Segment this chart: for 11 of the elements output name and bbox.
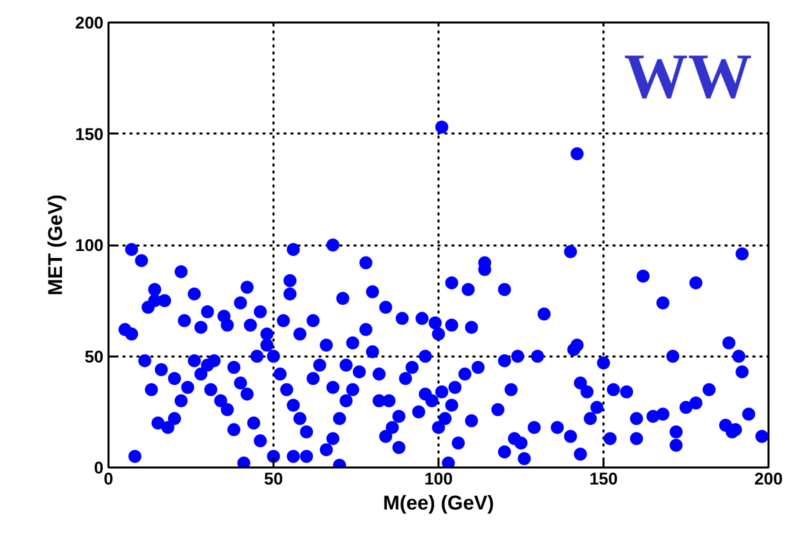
y-tick-label: 100 xyxy=(75,236,104,255)
x-tick-label: 200 xyxy=(754,470,783,488)
y-tick-label: 200 xyxy=(75,14,104,32)
y-axis-title: MET (GeV) xyxy=(45,194,68,296)
y-tick-label: 150 xyxy=(75,124,104,144)
x-tick-label: 150 xyxy=(589,470,618,488)
annotation: WW xyxy=(624,40,752,112)
x-axis-title: M(ee) (GeV) xyxy=(382,492,494,514)
x-tick-label: 50 xyxy=(264,470,283,488)
x-tick-label: 100 xyxy=(424,470,453,488)
y-tick-label: 50 xyxy=(84,347,104,366)
